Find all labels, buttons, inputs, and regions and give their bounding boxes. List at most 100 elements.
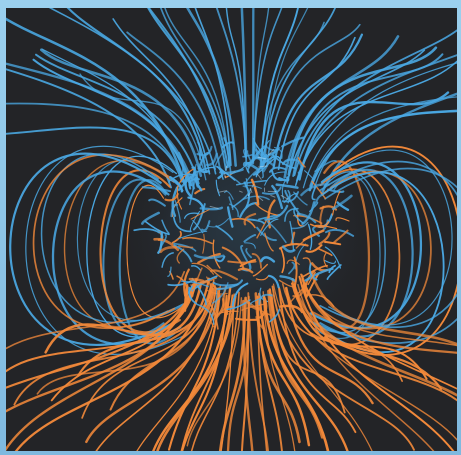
- field-line-orange: [247, 292, 270, 451]
- core-tangle-stroke: [239, 258, 256, 268]
- core-tangle-stroke: [267, 274, 280, 289]
- core-tangle-stroke: [191, 277, 207, 306]
- core-tangle-stroke: [141, 186, 172, 193]
- field-line-blue: [35, 53, 200, 185]
- core-tangle-stroke: [244, 242, 256, 249]
- core-tangle-stroke: [199, 167, 210, 174]
- core-highlight-stroke: [257, 156, 267, 160]
- field-line-orange: [258, 292, 311, 447]
- core-tangle-stroke: [231, 188, 252, 209]
- core-tangle-stroke: [215, 298, 225, 319]
- field-line-blue: [261, 8, 336, 171]
- field-line-orange: [262, 291, 296, 451]
- core-highlight-stroke: [257, 174, 262, 180]
- core-tangle-stroke: [268, 308, 281, 323]
- core-tangle-stroke: [308, 262, 318, 281]
- core-tangle-stroke: [190, 209, 210, 220]
- core-highlight-stroke: [225, 165, 227, 171]
- field-line-orange: [190, 291, 240, 451]
- field-line-blue: [66, 8, 208, 173]
- core-tangle-stroke: [324, 259, 336, 264]
- core-tangle-stroke: [278, 242, 309, 250]
- core-tangle-stroke: [281, 245, 296, 253]
- core-tangle-stroke: [255, 155, 277, 176]
- field-line-blue: [286, 49, 426, 184]
- field-line-orange: [85, 287, 221, 444]
- core-tangle-stroke: [247, 218, 265, 225]
- field-line-blue: [295, 54, 457, 182]
- core-tangle-stroke: [324, 228, 355, 237]
- field-line-blue: [32, 58, 193, 187]
- core-tangle-stroke: [188, 178, 200, 190]
- core-tangle-stroke: [335, 217, 350, 222]
- core-tangle-stroke: [229, 203, 239, 218]
- field-line-loop: [9, 152, 174, 347]
- field-line-blue: [6, 68, 172, 189]
- core-tangle-stroke: [295, 159, 303, 174]
- core-tangle-stroke: [273, 146, 283, 160]
- core-tangle-stroke: [169, 176, 184, 193]
- core-tangle-stroke: [293, 256, 298, 288]
- field-line-orange: [81, 287, 214, 419]
- field-line-orange: [44, 281, 203, 354]
- field-line-orange: [167, 294, 221, 451]
- core-tangle-stroke: [307, 223, 313, 250]
- core-tangle-stroke: [161, 219, 170, 235]
- core-tangle-stroke: [174, 200, 181, 223]
- core-tangle-stroke: [148, 198, 166, 207]
- core-tangle-stroke: [264, 145, 281, 151]
- field-line-blue: [266, 23, 361, 167]
- core-tangle-stroke: [296, 212, 317, 224]
- core-tangle-stroke: [171, 186, 179, 218]
- core-tangle-stroke: [292, 289, 304, 298]
- field-line-blue: [147, 8, 227, 171]
- core-tangle-stroke: [245, 161, 252, 174]
- field-line-orange: [6, 270, 186, 350]
- core-tangle-stroke: [279, 304, 304, 314]
- core-tangle-stroke: [235, 317, 259, 321]
- field-lines-image: [6, 8, 457, 451]
- core-tangle-stroke: [242, 185, 262, 189]
- field-lines-group: [6, 8, 457, 451]
- core-tangle-stroke: [216, 165, 236, 181]
- field-line-loop: [86, 155, 177, 338]
- core-tangle-stroke: [288, 283, 308, 305]
- core-tangle-stroke: [255, 275, 270, 281]
- core-tangle-stroke: [133, 228, 160, 234]
- core-tangle-stroke: [216, 279, 244, 291]
- core-tangle-stroke: [184, 172, 193, 198]
- core-tangle-stroke: [323, 252, 328, 268]
- core-tangle-stroke: [197, 141, 201, 161]
- core-tangle-stroke: [214, 310, 239, 318]
- core-tangle-stroke: [176, 185, 183, 210]
- core-tangle-stroke: [255, 159, 265, 178]
- core-tangle-stroke: [254, 144, 261, 160]
- field-line-blue: [126, 31, 222, 171]
- core-tangle-stroke: [237, 267, 254, 274]
- core-tangle-stroke: [243, 181, 250, 209]
- core-tangle-stroke: [332, 229, 349, 244]
- core-tangle-stroke: [171, 230, 182, 244]
- core-tangle-stroke: [223, 137, 231, 169]
- core-tangle-stroke: [180, 280, 209, 288]
- field-line-orange: [300, 274, 457, 354]
- core-highlight-stroke: [247, 192, 251, 197]
- core-highlight-stroke: [239, 190, 243, 193]
- core-tangle-stroke: [191, 262, 214, 275]
- field-line-orange: [271, 285, 415, 451]
- field-line-orange: [270, 293, 346, 414]
- field-line-orange: [300, 273, 457, 390]
- core-highlight-stroke: [218, 190, 228, 193]
- core-tangle-stroke: [318, 248, 333, 257]
- field-line-loop: [328, 149, 453, 326]
- field-line-blue: [287, 46, 438, 176]
- core-tangle-stroke: [183, 283, 189, 312]
- core-tangle-stroke: [244, 298, 272, 316]
- core-tangle-stroke: [272, 154, 297, 170]
- core-tangle-stroke: [192, 203, 206, 231]
- core-tangle-stroke: [167, 266, 172, 277]
- core-tangle-stroke: [252, 263, 268, 277]
- core-tangle-stroke: [243, 234, 257, 243]
- field-line-orange: [278, 287, 403, 382]
